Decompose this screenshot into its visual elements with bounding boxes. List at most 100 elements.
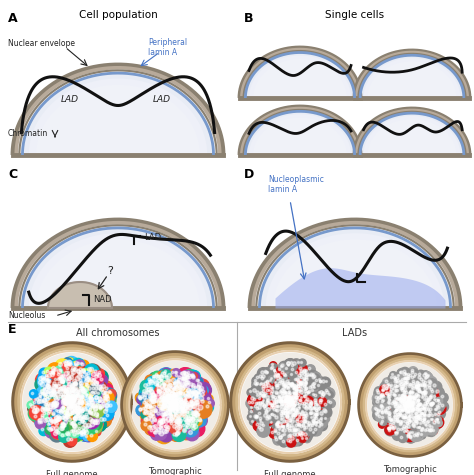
Circle shape <box>301 414 312 425</box>
Circle shape <box>284 416 297 428</box>
Circle shape <box>163 390 180 408</box>
Circle shape <box>86 394 100 408</box>
Circle shape <box>163 375 178 390</box>
Circle shape <box>393 379 400 386</box>
Circle shape <box>75 409 82 417</box>
Circle shape <box>169 394 184 408</box>
Circle shape <box>282 395 293 407</box>
Circle shape <box>179 401 197 418</box>
Circle shape <box>425 383 435 393</box>
Circle shape <box>56 384 69 396</box>
Circle shape <box>270 362 277 369</box>
Circle shape <box>43 394 55 407</box>
Circle shape <box>55 408 64 418</box>
Circle shape <box>313 401 326 414</box>
Circle shape <box>192 385 200 392</box>
Circle shape <box>412 419 423 430</box>
Circle shape <box>419 418 428 428</box>
Circle shape <box>293 387 301 395</box>
Circle shape <box>262 382 272 392</box>
Circle shape <box>391 400 402 411</box>
Circle shape <box>175 415 185 425</box>
Circle shape <box>309 422 318 431</box>
Circle shape <box>401 407 408 413</box>
Circle shape <box>400 422 411 434</box>
Circle shape <box>169 417 178 425</box>
Circle shape <box>185 401 196 412</box>
Circle shape <box>406 409 413 416</box>
Circle shape <box>53 381 67 396</box>
Circle shape <box>306 404 315 413</box>
Circle shape <box>107 390 116 398</box>
Circle shape <box>60 372 69 381</box>
Circle shape <box>391 397 401 408</box>
Circle shape <box>286 403 294 411</box>
Circle shape <box>159 384 171 396</box>
Circle shape <box>264 378 273 388</box>
Circle shape <box>164 391 177 405</box>
Circle shape <box>282 397 293 408</box>
Circle shape <box>407 394 415 402</box>
Circle shape <box>165 406 176 417</box>
Circle shape <box>403 400 415 412</box>
Circle shape <box>391 420 399 429</box>
Circle shape <box>405 408 412 415</box>
Circle shape <box>195 389 204 398</box>
Circle shape <box>278 390 286 398</box>
Circle shape <box>52 382 60 390</box>
Circle shape <box>259 382 270 392</box>
Text: ?: ? <box>107 266 113 276</box>
Circle shape <box>395 425 405 436</box>
Circle shape <box>77 368 87 378</box>
Circle shape <box>146 390 163 407</box>
Polygon shape <box>253 117 347 155</box>
Circle shape <box>73 407 82 416</box>
Circle shape <box>162 402 179 418</box>
Circle shape <box>78 361 85 368</box>
Circle shape <box>52 416 64 428</box>
Circle shape <box>55 394 64 404</box>
Circle shape <box>303 370 309 377</box>
Circle shape <box>167 415 180 428</box>
Circle shape <box>297 388 304 394</box>
Circle shape <box>284 397 294 406</box>
Polygon shape <box>29 233 207 308</box>
Circle shape <box>388 386 398 396</box>
Circle shape <box>51 394 66 409</box>
Circle shape <box>49 398 63 413</box>
Circle shape <box>283 393 291 401</box>
Circle shape <box>184 401 200 417</box>
Circle shape <box>164 401 180 416</box>
Circle shape <box>69 381 81 393</box>
Circle shape <box>75 412 90 428</box>
Circle shape <box>282 405 288 412</box>
Circle shape <box>79 412 93 427</box>
Circle shape <box>171 410 182 420</box>
Circle shape <box>32 406 45 418</box>
Circle shape <box>288 424 294 430</box>
Circle shape <box>157 424 170 437</box>
Circle shape <box>181 377 196 392</box>
Circle shape <box>173 428 185 440</box>
Circle shape <box>286 405 297 416</box>
Circle shape <box>161 408 175 422</box>
Circle shape <box>392 392 399 399</box>
Circle shape <box>282 397 292 408</box>
Circle shape <box>407 413 413 419</box>
Circle shape <box>50 379 62 391</box>
Circle shape <box>403 414 411 422</box>
Circle shape <box>175 389 191 405</box>
Circle shape <box>401 414 411 423</box>
Circle shape <box>58 377 70 389</box>
Circle shape <box>141 420 152 431</box>
Circle shape <box>401 398 411 408</box>
Circle shape <box>170 397 178 405</box>
Circle shape <box>301 377 308 383</box>
Circle shape <box>183 417 191 425</box>
Circle shape <box>71 373 87 389</box>
Circle shape <box>401 392 413 403</box>
Circle shape <box>180 382 192 394</box>
Circle shape <box>313 415 322 424</box>
Circle shape <box>288 398 298 408</box>
Circle shape <box>150 395 159 405</box>
